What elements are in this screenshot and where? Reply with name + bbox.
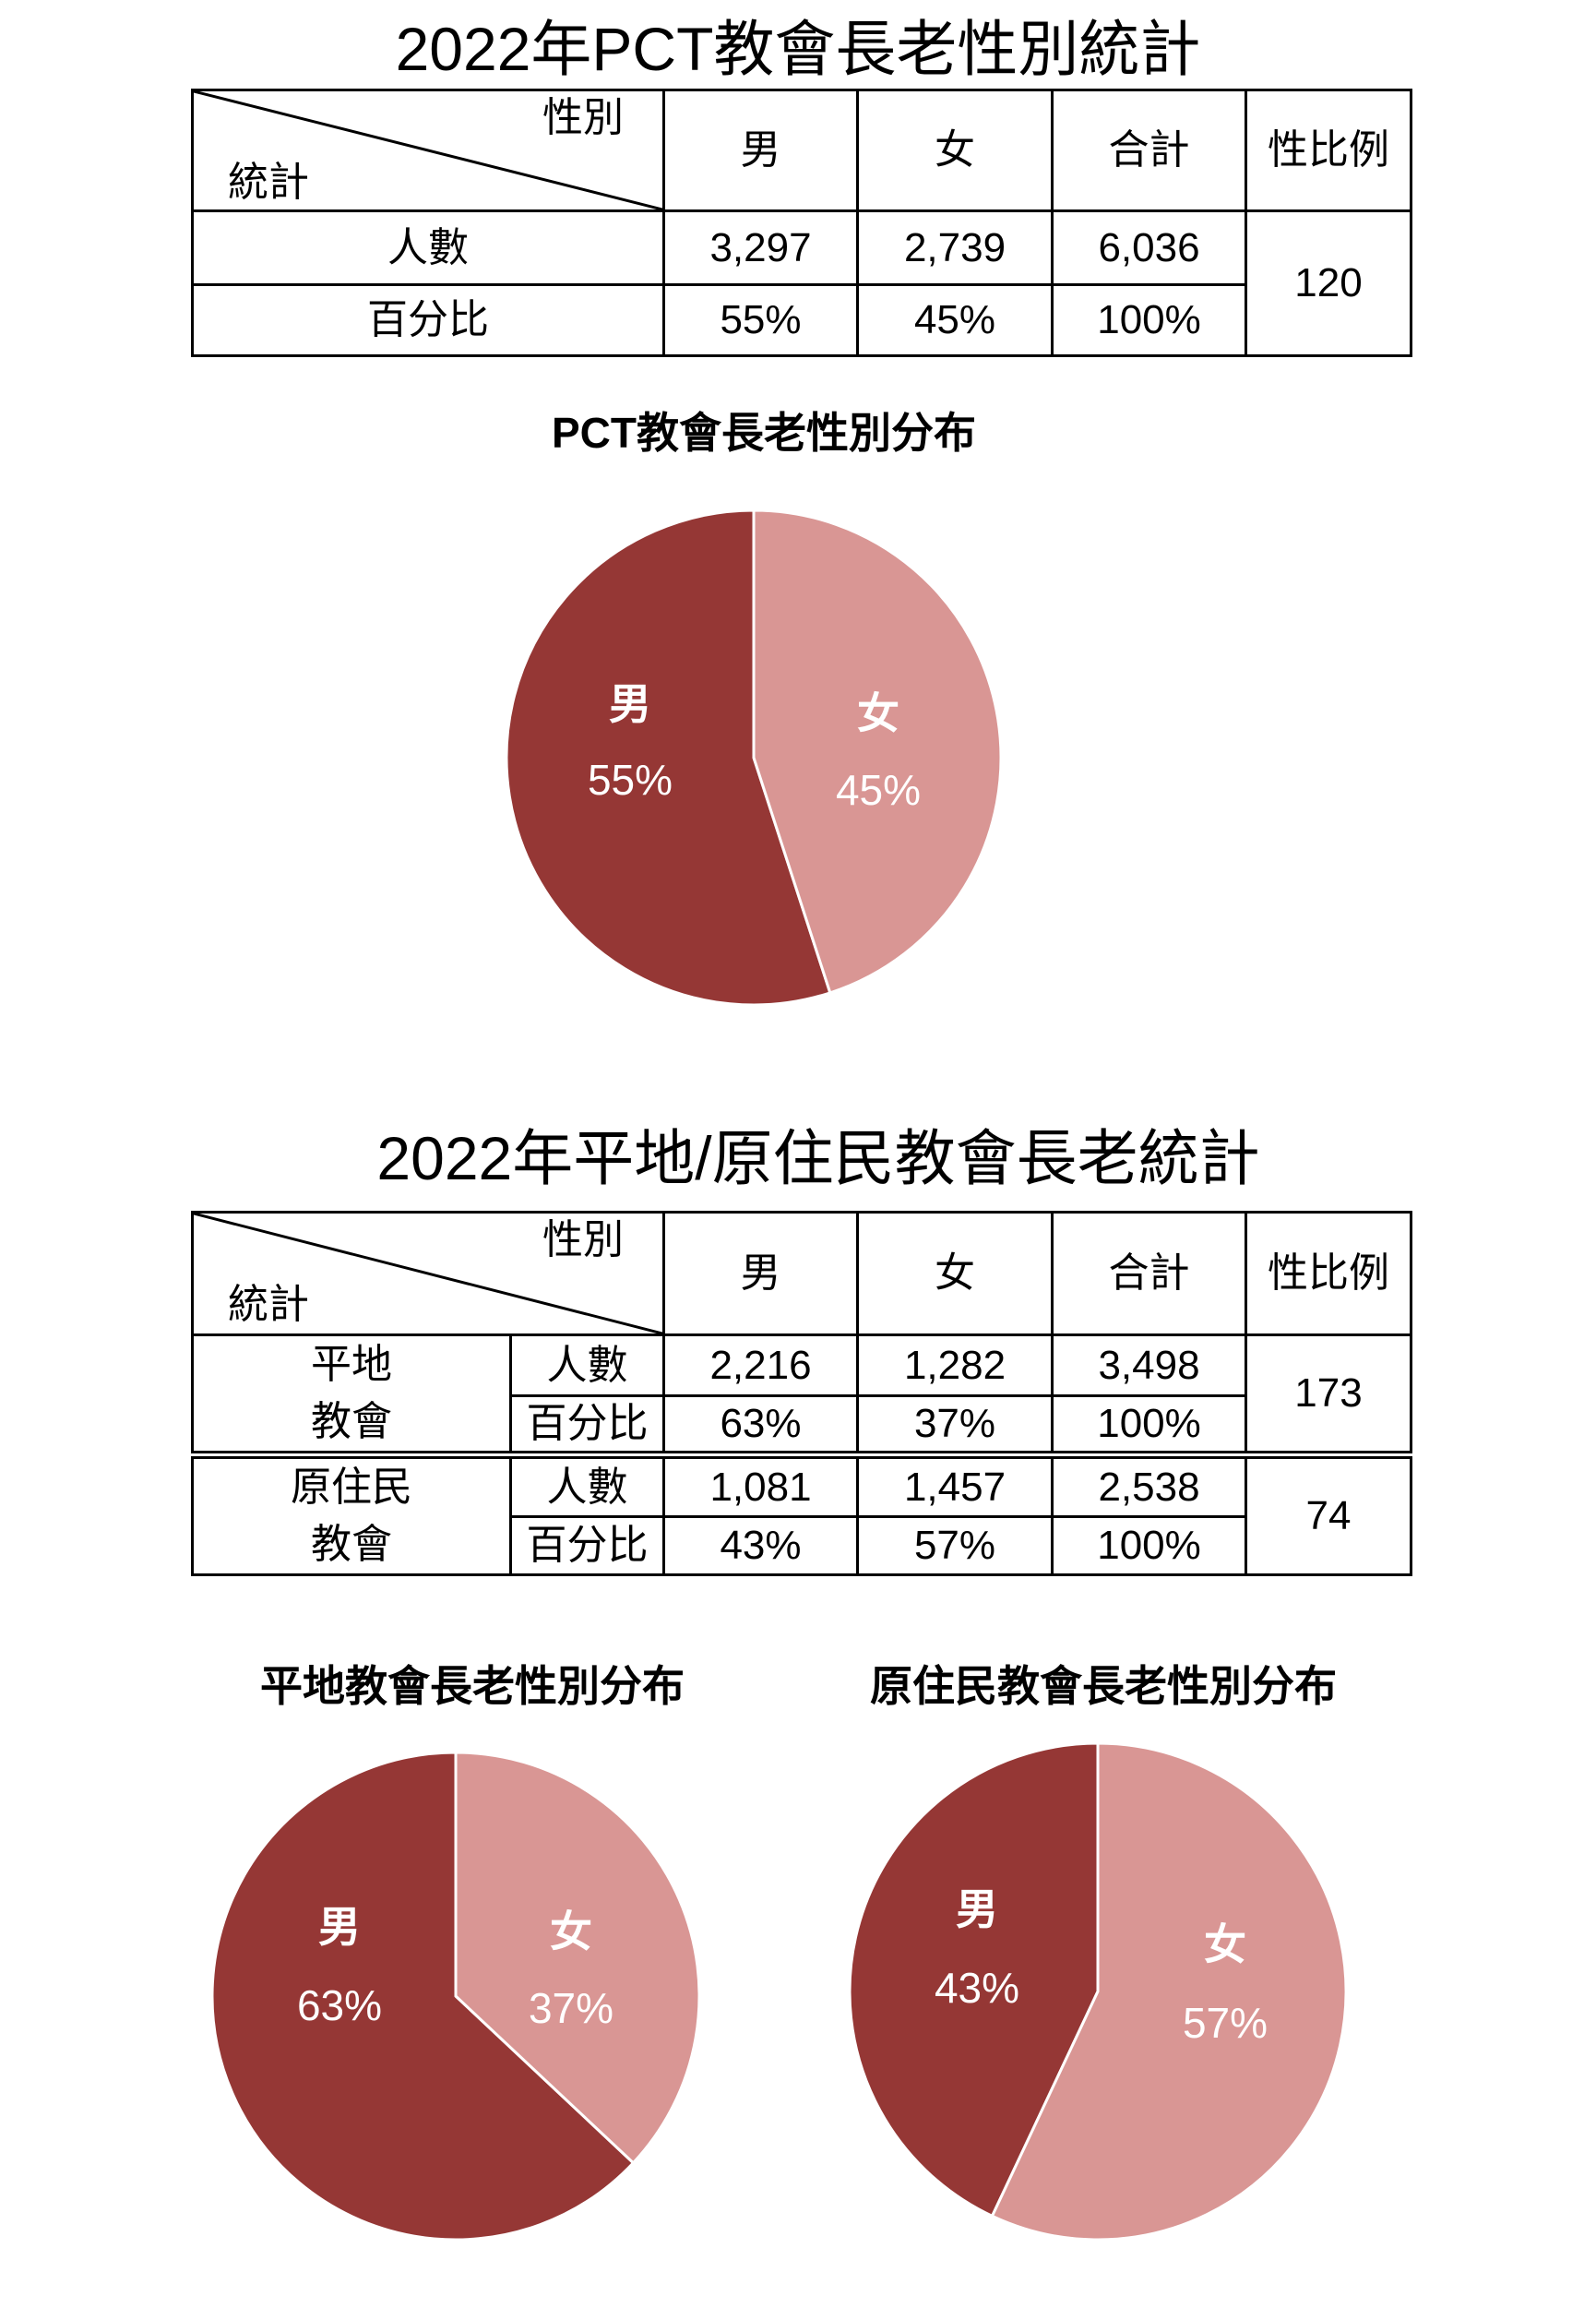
column-header-sex-ratio: 性比例 — [1245, 89, 1412, 212]
plain-pie-chart: 男 63% 女 37% — [210, 1751, 701, 2242]
pie-slice-male — [210, 1751, 635, 2242]
cell-male-count: 3,297 — [662, 209, 859, 286]
column-header-female: 女 — [856, 89, 1054, 212]
group-name-line: 原住民 — [291, 1465, 412, 1510]
pie-label-male-category: 男 — [318, 1903, 361, 1951]
pie-slice-female — [454, 1751, 701, 2165]
column-header-total: 合計 — [1051, 89, 1247, 212]
cell-male-percent: 43% — [662, 1515, 859, 1576]
table-row: 百分比 43% 57% 100% — [193, 1515, 1411, 1576]
indigenous-pie-title: 原住民教會長老性別分布 — [870, 1662, 1337, 1710]
row-label-percent: 百分比 — [191, 283, 665, 357]
cell-female-count: 1,282 — [856, 1333, 1054, 1398]
row-label-count: 人數 — [191, 209, 665, 286]
table-row: 人數 3,297 2,739 6,036 120 — [191, 209, 1412, 357]
pct-stats-table: 性別 統計 男 女 合計 性比例 人數 3,297 2,739 6,036 12… — [191, 89, 1412, 357]
pie-label-male-category: 男 — [609, 680, 651, 728]
table-row: 百分比 55% 45% 100% — [191, 283, 1411, 357]
pie-slice-female — [752, 508, 1003, 995]
table-header-row: 性別 統計 男 女 合計 性比例 — [191, 89, 1412, 212]
table-row: 平地 教會 人數 2,216 1,282 3,498 173 — [191, 1333, 1412, 1456]
cell-male-count: 2,216 — [662, 1333, 859, 1398]
pie-label-female-category: 女 — [1204, 1920, 1246, 1968]
cell-sex-ratio: 173 — [1245, 1333, 1412, 1456]
plain-indigenous-stats-table: 性別 統計 男 女 合計 性比例 平地 教會 人數 2,216 1,282 3,… — [191, 1211, 1412, 1576]
diagonal-divider — [194, 91, 662, 209]
cell-sex-ratio: 120 — [1245, 209, 1412, 357]
corner-label-sex: 性別 — [542, 95, 624, 140]
table-header-row: 性別 統計 男 女 合計 性比例 — [191, 1211, 1412, 1336]
pct-pie-title: PCT教會長老性別分布 — [552, 409, 976, 457]
pie-slice-female — [990, 1741, 1348, 2242]
row-label-count: 人數 — [509, 1333, 665, 1398]
pie-label-male-percent: 63% — [297, 1981, 382, 2029]
pie-label-female-percent: 37% — [529, 1984, 613, 2032]
pie-slice-male — [505, 508, 832, 1007]
cell-total-percent: 100% — [1051, 283, 1247, 357]
table-row: 原住民 教會 人數 1,081 1,457 2,538 74 — [191, 1451, 1412, 1576]
diagonal-line — [194, 91, 662, 209]
column-header-male: 男 — [662, 89, 859, 212]
row-label-percent: 百分比 — [509, 1394, 665, 1456]
group-name-line: 教會 — [311, 1399, 392, 1444]
table-row: 百分比 63% 37% 100% — [193, 1394, 1411, 1456]
cell-total-count: 2,538 — [1051, 1451, 1247, 1518]
column-header-total: 合計 — [1051, 1211, 1247, 1336]
pie-label-female-percent: 45% — [836, 766, 921, 814]
cell-sex-ratio: 74 — [1245, 1451, 1412, 1576]
group-name-line: 平地 — [311, 1342, 392, 1387]
indigenous-pie-chart: 男 43% 女 57% — [848, 1741, 1348, 2242]
group-name-line: 教會 — [311, 1522, 392, 1567]
pie-label-male-category: 男 — [956, 1885, 998, 1933]
pie-label-male-percent: 43% — [935, 1964, 1019, 2012]
cell-female-percent: 37% — [856, 1394, 1054, 1456]
cell-male-percent: 55% — [662, 283, 859, 357]
group-name-plain: 平地 教會 — [191, 1333, 512, 1456]
diagonal-divider — [194, 1214, 662, 1333]
cell-female-percent: 57% — [856, 1515, 1054, 1576]
pct-stats-title: 2022年PCT教會長老性別統計 — [395, 15, 1201, 83]
column-header-sex-ratio: 性比例 — [1245, 1211, 1412, 1336]
corner-label-sex: 性別 — [542, 1217, 624, 1262]
pie-label-female-category: 女 — [857, 689, 899, 737]
pie-label-female-percent: 57% — [1183, 1999, 1268, 2047]
cell-total-percent: 100% — [1051, 1515, 1247, 1576]
column-header-female: 女 — [856, 1211, 1054, 1336]
cell-female-count: 2,739 — [856, 209, 1054, 286]
corner-header-cell: 性別 統計 — [191, 1211, 665, 1336]
corner-label-stat: 統計 — [228, 1282, 309, 1327]
column-header-male: 男 — [662, 1211, 859, 1336]
cell-female-count: 1,457 — [856, 1451, 1054, 1518]
cell-total-count: 3,498 — [1051, 1333, 1247, 1398]
row-label-percent: 百分比 — [509, 1515, 665, 1576]
row-label-count: 人數 — [509, 1451, 665, 1518]
cell-male-percent: 63% — [662, 1394, 859, 1456]
cell-total-percent: 100% — [1051, 1394, 1247, 1456]
pie-label-male-percent: 55% — [588, 756, 673, 804]
cell-male-count: 1,081 — [662, 1451, 859, 1518]
pct-pie-chart: 男 55% 女 45% — [505, 508, 1003, 1007]
pie-slice-male — [848, 1741, 1100, 2218]
cell-total-count: 6,036 — [1051, 209, 1247, 286]
corner-label-stat: 統計 — [228, 160, 309, 205]
diagonal-line — [194, 1214, 662, 1333]
corner-header-cell: 性別 統計 — [191, 89, 665, 212]
plain-pie-title: 平地教會長老性別分布 — [260, 1662, 685, 1710]
cell-female-percent: 45% — [856, 283, 1054, 357]
plain-indigenous-stats-title: 2022年平地/原住民教會長老統計 — [376, 1124, 1260, 1192]
pie-label-female-category: 女 — [550, 1907, 592, 1955]
group-name-indigenous: 原住民 教會 — [191, 1451, 512, 1576]
